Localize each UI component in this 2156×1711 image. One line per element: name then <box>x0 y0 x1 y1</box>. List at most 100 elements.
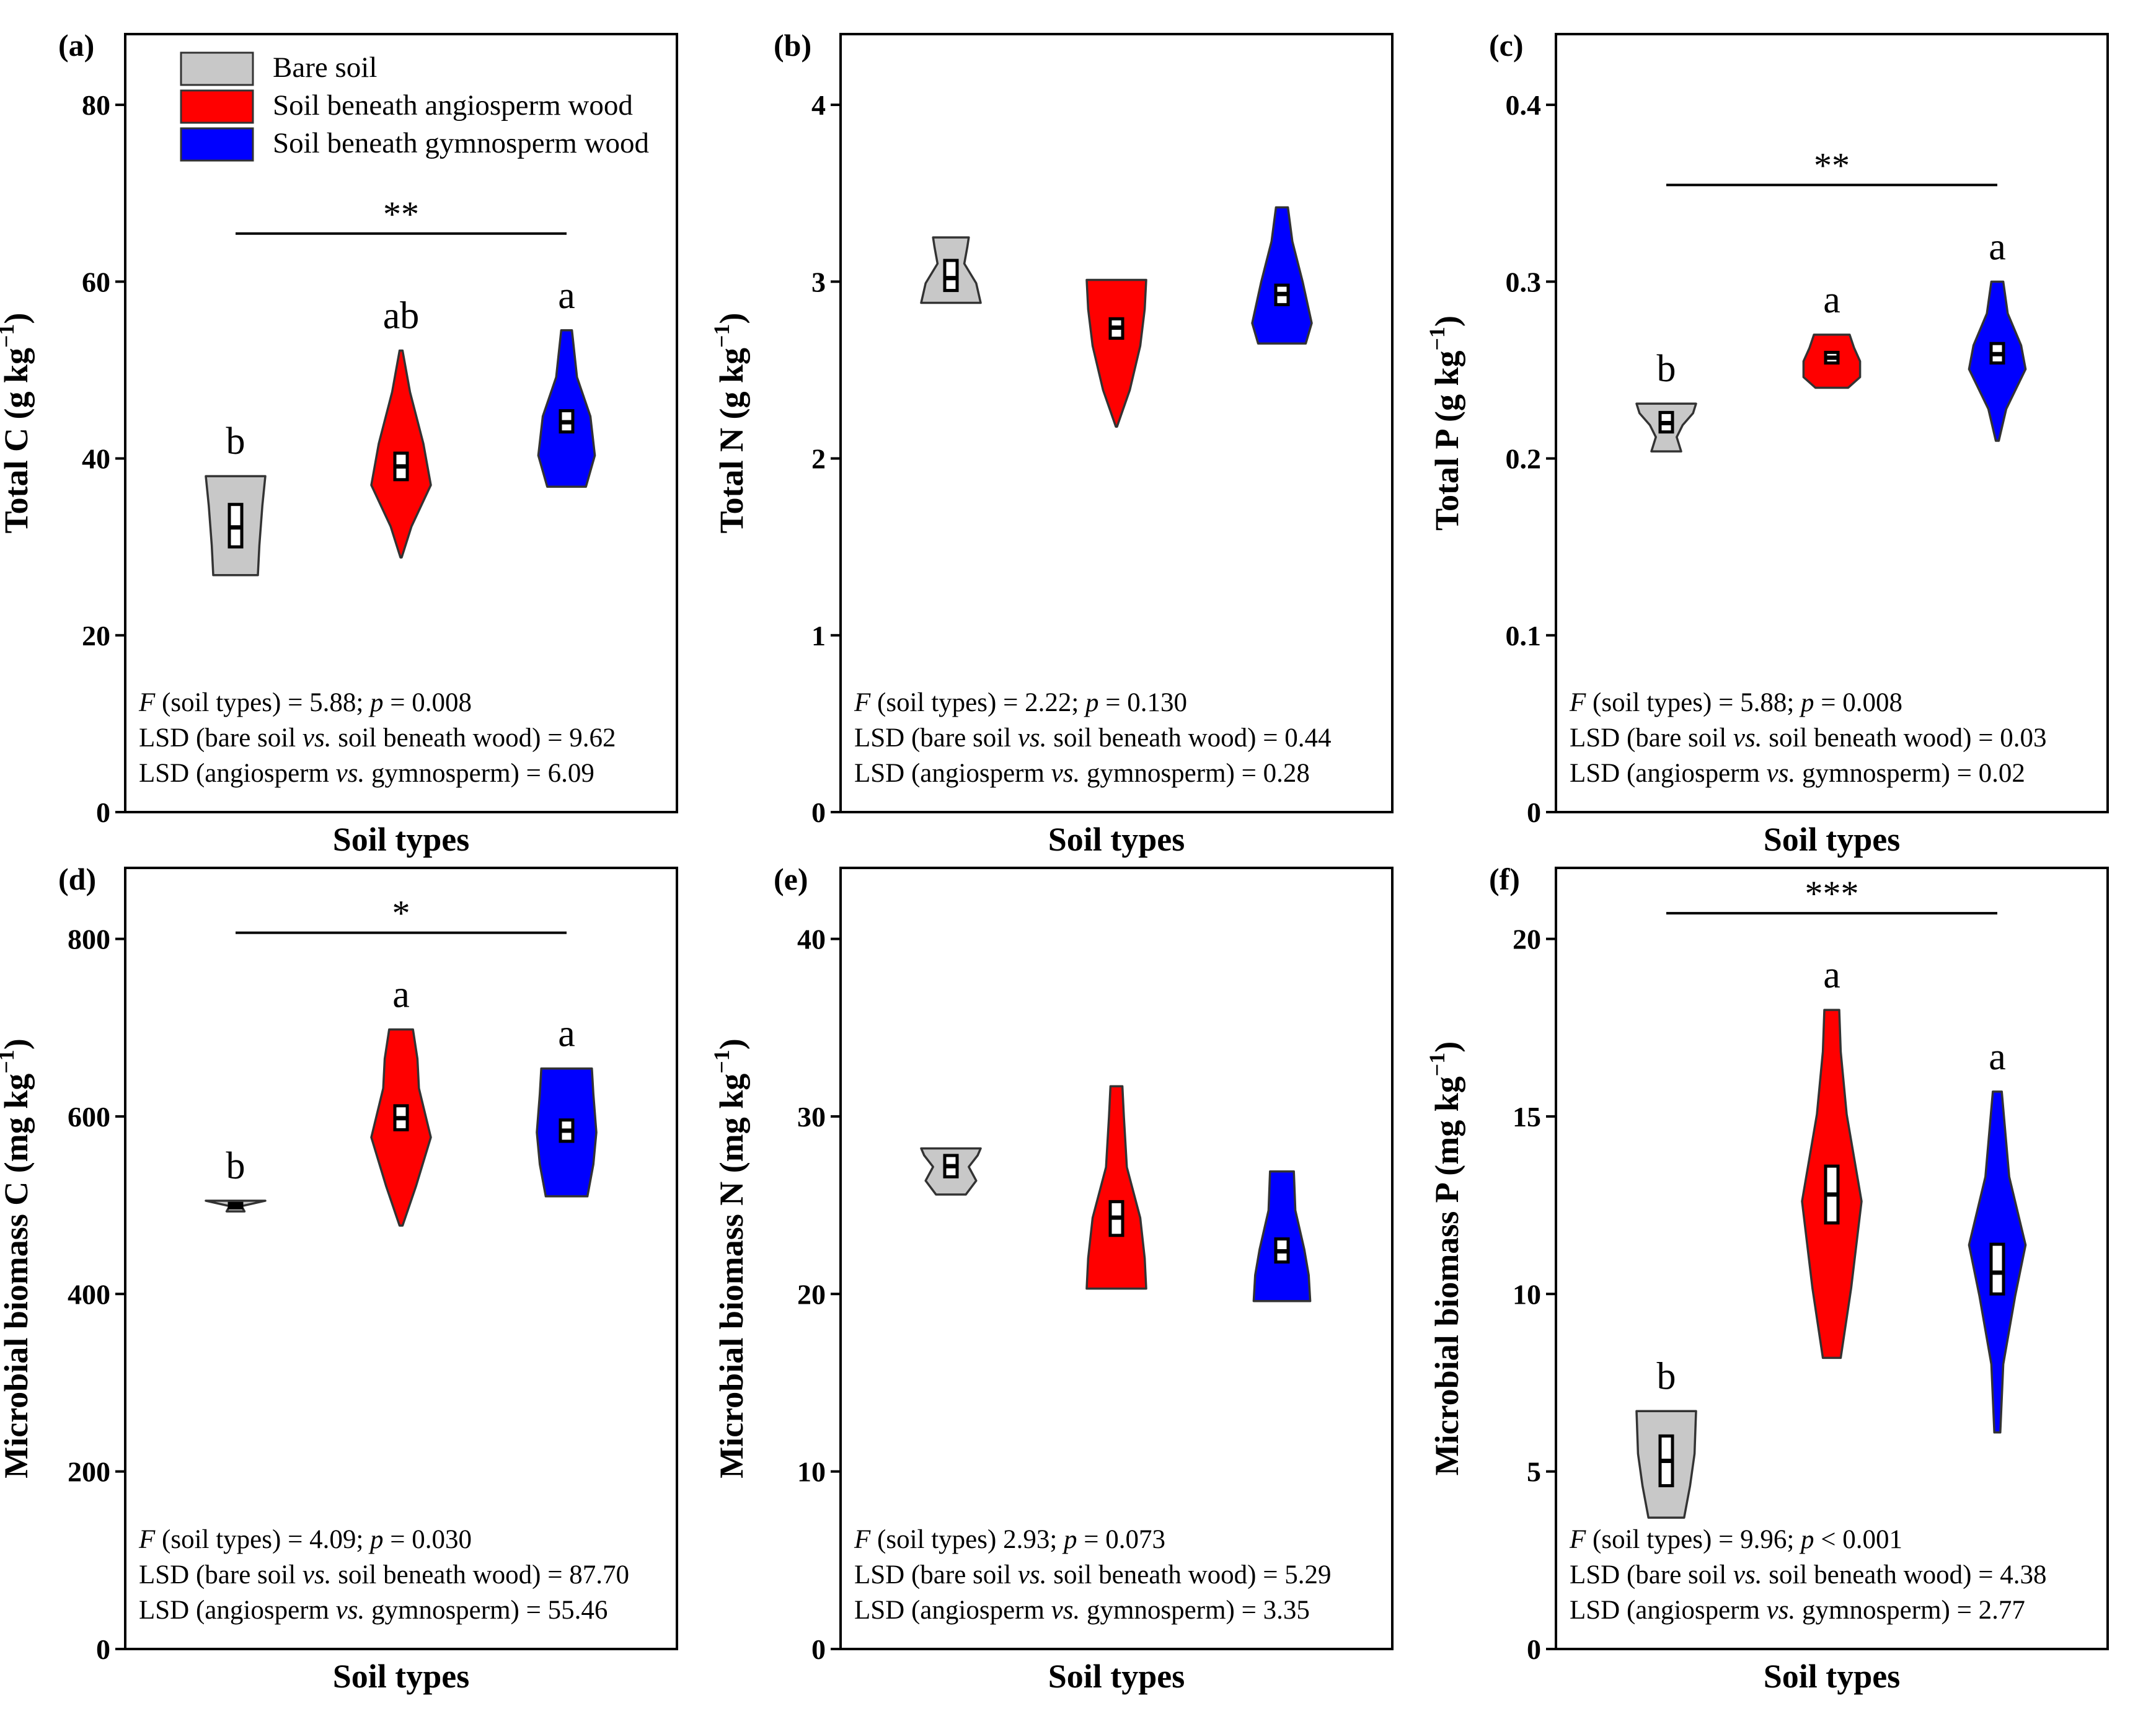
stat-vs: vs. <box>1018 723 1047 753</box>
violin-bare-soil <box>205 1200 267 1213</box>
legend-label: Bare soil <box>273 51 377 84</box>
y-axis-label-text: Microbial biomass C (mg kg <box>0 1074 35 1479</box>
y-tick-label: 10 <box>797 1456 826 1488</box>
y-tick-label: 0 <box>96 1634 110 1665</box>
y-axis-label-end: ) <box>0 312 35 324</box>
y-axis-label: Total C (g kg−1) <box>0 312 35 533</box>
y-tick-label: 3 <box>811 266 826 298</box>
y-axis-label: Microbial biomass N (mg kg−1) <box>709 1038 750 1479</box>
y-axis-label-superscript: −1 <box>0 1050 19 1074</box>
y-tick-label: 0 <box>1527 1634 1541 1665</box>
x-axis-label: Soil types <box>333 821 470 858</box>
stat-lsd2-a: LSD (angiosperm <box>1570 1596 1767 1625</box>
y-axis-label-end: ) <box>1428 316 1465 327</box>
panel-b: (b) 0 1 2 3 4 Total N (g kg−1) Soil types F (soi… <box>709 28 1394 858</box>
plot-frame <box>839 867 1394 1650</box>
stat-line-f: F (soil types) 2.93; p = 0.073 <box>854 1525 1165 1554</box>
y-tick-label: 0 <box>1527 797 1541 828</box>
panel-label: (c) <box>1489 28 1524 63</box>
stat-line-lsd2: LSD (angiosperm vs. gymnosperm) = 0.02 <box>1570 759 2025 788</box>
violin-gymnosperm <box>536 1067 598 1198</box>
stat-line-lsd1: LSD (bare soil vs. soil beneath wood) = … <box>1570 1560 2046 1589</box>
stat-lsd1-b: soil beneath wood) = 0.03 <box>1762 723 2047 753</box>
stat-lsd1-a: LSD (bare soil <box>854 723 1018 753</box>
panel-label: (e) <box>774 862 808 896</box>
violin-gymnosperm <box>1252 1170 1312 1302</box>
stat-p-value: = 0.130 <box>1099 688 1188 717</box>
y-axis-label-superscript: −1 <box>709 324 734 348</box>
y-tick-label: 0 <box>811 1634 826 1665</box>
stat-lsd1-a: LSD (bare soil <box>854 1560 1018 1589</box>
y-tick-label: 20 <box>82 620 110 652</box>
y-tick-label: 40 <box>797 924 826 955</box>
stat-p-value: = 0.030 <box>384 1525 472 1554</box>
y-tick-label: 80 <box>82 89 110 121</box>
panel-e: (e) 0 10 20 30 40 Microbial biomass N (mg kg−1… <box>709 862 1394 1695</box>
stat-p-value: < 0.001 <box>1814 1525 1903 1554</box>
stat-line-lsd2: LSD (angiosperm vs. gymnosperm) = 3.35 <box>854 1596 1310 1625</box>
y-axis-label: Microbial biomass P (mg kg−1) <box>1425 1041 1465 1476</box>
y-tick-label: 0 <box>811 797 826 828</box>
y-tick-label: 0.1 <box>1506 620 1542 652</box>
stat-lsd2-b: gymnosperm) = 6.09 <box>364 759 594 788</box>
stat-lsd2-b: gymnosperm) = 55.46 <box>364 1596 607 1625</box>
stat-lsd1-a: LSD (bare soil <box>139 1560 303 1589</box>
y-axis-label-text: Microbial biomass P (mg kg <box>1428 1076 1465 1475</box>
stat-f-value: (soil types) = 5.88; <box>1586 688 1801 717</box>
violin-angiosperm <box>370 349 432 559</box>
stat-lsd1-b: soil beneath wood) = 5.29 <box>1047 1560 1332 1589</box>
panel-label: (d) <box>58 862 96 896</box>
legend-label: Soil beneath angiosperm wood <box>273 89 633 122</box>
legend-swatch <box>180 51 254 86</box>
y-tick-label: 0.4 <box>1506 89 1542 121</box>
legend-swatch <box>180 89 254 124</box>
stat-lsd2-a: LSD (angiosperm <box>854 759 1051 788</box>
y-tick-label: 0.3 <box>1506 266 1542 298</box>
stat-line-lsd1: LSD (bare soil vs. soil beneath wood) = … <box>139 1560 629 1589</box>
y-tick-label: 10 <box>1513 1278 1541 1310</box>
violin-body <box>1085 278 1147 428</box>
group-letter: a <box>1989 226 2006 268</box>
stat-line-f: F (soil types) = 4.09; p = 0.030 <box>138 1525 472 1554</box>
stat-lsd1-b: soil beneath wood) = 0.44 <box>1047 723 1332 753</box>
panel-f: (f) 0 5 10 15 20 Microbial biomass P (mg kg−1)… <box>1425 862 2109 1695</box>
stat-f-value: (soil types) = 2.22; <box>870 688 1085 717</box>
y-axis-label-text: Total N (g kg <box>713 348 750 534</box>
y-tick-label: 20 <box>797 1278 826 1310</box>
violin-angiosperm <box>1801 1009 1863 1360</box>
group-letter: ab <box>383 295 420 337</box>
group-letter: a <box>558 275 575 317</box>
panel-label: (a) <box>58 28 94 63</box>
y-tick-label: 600 <box>68 1101 110 1133</box>
panel-label: (f) <box>1489 862 1520 896</box>
y-tick-label: 40 <box>82 443 110 475</box>
stat-vs: vs. <box>1767 759 1796 788</box>
stat-p-symbol: p <box>1062 1525 1077 1554</box>
y-axis-label-superscript: −1 <box>1425 327 1449 351</box>
stat-line-f: F (soil types) = 9.96; p < 0.001 <box>1569 1525 1902 1554</box>
plot-frame <box>1555 33 2109 813</box>
y-tick-label: 200 <box>68 1456 110 1488</box>
y-tick-label: 4 <box>811 89 826 121</box>
violin-angiosperm <box>1085 278 1147 428</box>
stat-lsd2-a: LSD (angiosperm <box>1570 759 1767 788</box>
group-letter: b <box>226 420 245 462</box>
stat-vs: vs. <box>1733 1560 1762 1589</box>
stat-line-lsd1: LSD (bare soil vs. soil beneath wood) = … <box>854 723 1331 753</box>
legend-swatch <box>180 127 254 162</box>
stat-p-value: = 0.008 <box>1814 688 1903 717</box>
stat-lsd2-b: gymnosperm) = 0.02 <box>1795 759 2025 788</box>
violin-body <box>1252 1170 1312 1302</box>
y-tick-label: 400 <box>68 1278 110 1310</box>
y-tick-label: 0 <box>96 797 110 828</box>
plot-frame <box>124 867 678 1650</box>
y-axis-label-text: Total P (g kg <box>1428 350 1465 531</box>
stat-line-lsd2: LSD (angiosperm vs. gymnosperm) = 6.09 <box>139 759 594 788</box>
stat-f-symbol: F <box>138 1525 156 1554</box>
stat-lsd2-b: gymnosperm) = 3.35 <box>1080 1596 1310 1625</box>
y-axis-label-superscript: −1 <box>0 324 19 348</box>
y-axis-label-end: ) <box>1428 1041 1465 1053</box>
significance-stars: * <box>392 893 410 934</box>
violin-angiosperm <box>370 1028 432 1227</box>
x-axis-label: Soil types <box>1764 1658 1901 1695</box>
